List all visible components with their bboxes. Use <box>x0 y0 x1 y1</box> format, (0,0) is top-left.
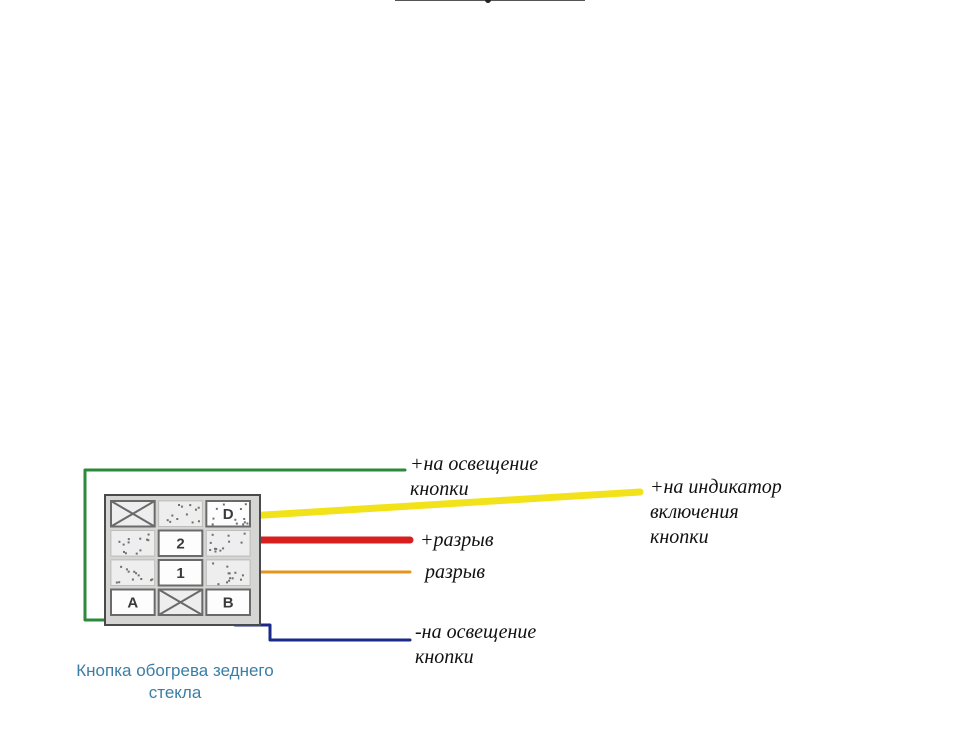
svg-text:D: D <box>223 506 234 523</box>
connector-caption: Кнопка обогрева зеднего стекла <box>70 660 280 704</box>
svg-text:B: B <box>223 594 234 611</box>
wire-label-0: +на освещение кнопки <box>410 452 538 502</box>
wire-4 <box>235 625 410 640</box>
svg-text:1: 1 <box>176 565 184 582</box>
wire-label-2: +разрыв <box>420 528 494 553</box>
wire-label-4: -на освещение кнопки <box>415 620 536 670</box>
svg-text:A: A <box>127 594 138 611</box>
wire-label-1: +на индикатор включения кнопки <box>650 475 782 550</box>
wire-label-3: разрыв <box>425 560 485 585</box>
connector-block: D 2 1 A B <box>105 495 260 625</box>
svg-text:2: 2 <box>176 535 184 552</box>
